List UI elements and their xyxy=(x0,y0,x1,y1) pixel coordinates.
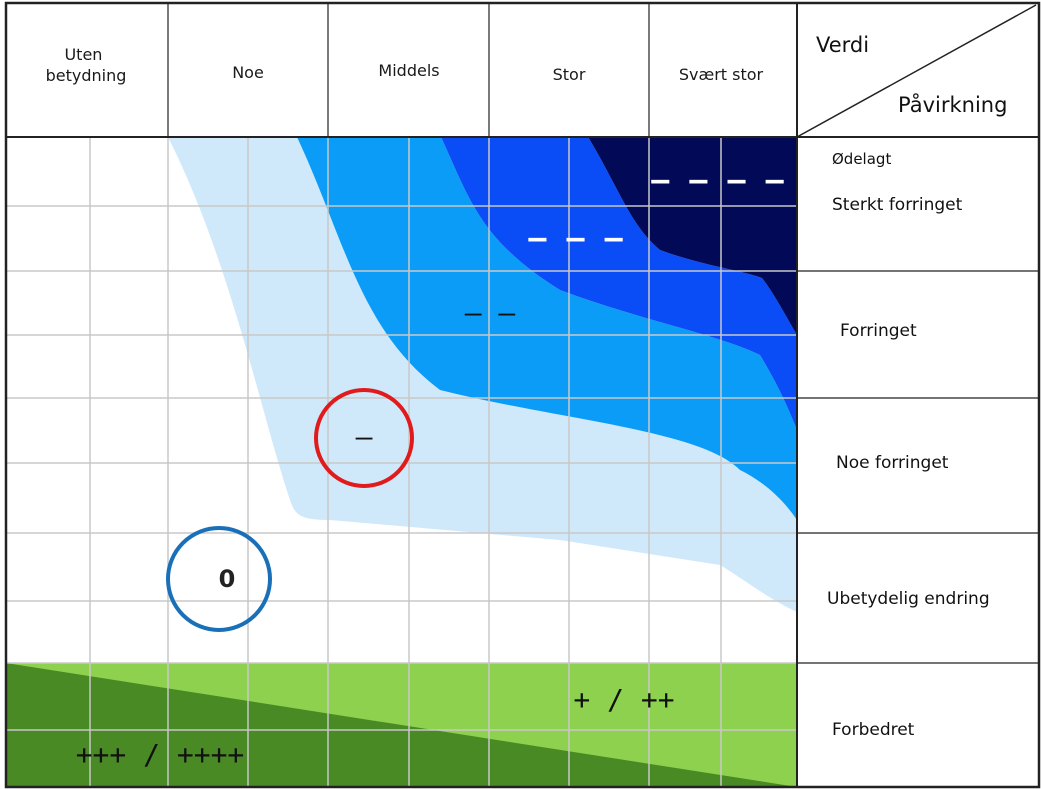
row-label-ubetydelig-endring: Ubetydelig endring xyxy=(827,589,990,609)
table-borders xyxy=(4,1,1041,789)
symbol-very-positive: +++ / ++++ xyxy=(76,738,245,771)
row-label-odelagt: Ødelagt xyxy=(832,150,891,168)
zone-very-positive xyxy=(6,663,797,787)
highlight-circle-blue xyxy=(166,526,272,632)
row-label-forringet: Forringet xyxy=(840,321,917,341)
symbol-very-negative: – – – – xyxy=(651,163,784,198)
zone-very-negative xyxy=(588,137,797,335)
zone-strongly-negative xyxy=(441,137,797,430)
zone-slightly-negative xyxy=(168,137,797,612)
column-header-uten-line-1: Uten xyxy=(64,45,102,64)
zone-negative xyxy=(297,137,797,520)
impact-zones xyxy=(6,137,797,787)
corner-label-verdi: Verdi xyxy=(816,33,869,57)
row-labels: Ødelagt Sterkt forringet Forringet Noe f… xyxy=(827,150,990,740)
column-header-uten-line-2: betydning xyxy=(46,66,127,85)
symbol-neutral: 0 xyxy=(219,565,236,593)
column-header-svaert-stor: Svært stor xyxy=(679,65,764,84)
symbol-positive: + / ++ xyxy=(573,683,674,716)
column-header-middels: Middels xyxy=(378,61,439,80)
highlight-circle-red xyxy=(314,388,414,488)
row-label-sterkt-forringet: Sterkt forringet xyxy=(832,195,963,215)
column-header-noe: Noe xyxy=(232,63,264,82)
row-label-noe-forringet: Noe forringet xyxy=(836,453,949,473)
column-header-uten-betydning: Uten betydning xyxy=(46,45,127,85)
symbol-negative: – – xyxy=(465,296,516,329)
column-headers: Uten betydning Noe Middels Stor Svært st… xyxy=(46,45,764,85)
column-header-stor: Stor xyxy=(553,65,586,84)
symbol-slightly-negative: – xyxy=(356,420,373,453)
symbol-strongly-negative: – – – xyxy=(528,221,623,256)
grid xyxy=(6,137,797,787)
corner-label-pavirkning: Påvirkning xyxy=(898,92,1007,117)
row-label-forbedret: Forbedret xyxy=(832,720,915,740)
